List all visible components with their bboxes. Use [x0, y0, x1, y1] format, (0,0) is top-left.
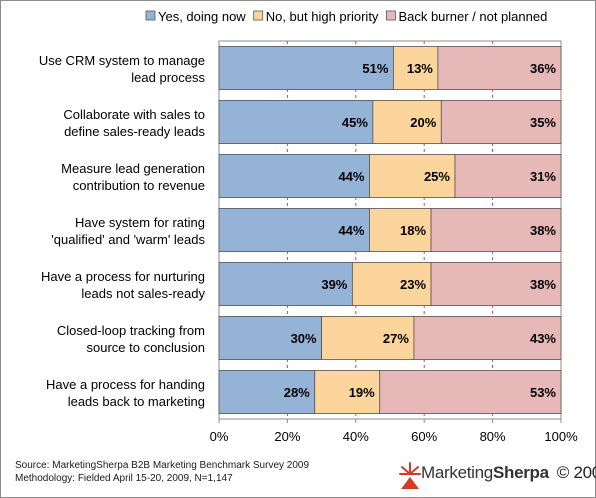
category-label: leads not sales-ready — [81, 286, 205, 301]
bar-segment — [430, 261, 562, 306]
bar-segment — [218, 369, 316, 414]
category-label: Have a process for nurturing — [41, 269, 205, 284]
category-label: Use CRM system to manage — [39, 53, 205, 68]
bar-segment — [369, 207, 432, 252]
bar-segment — [218, 207, 370, 252]
bar-segment — [314, 369, 381, 414]
category-label: leads back to marketing — [68, 394, 205, 409]
bar-segment — [351, 261, 432, 306]
bar-segment — [218, 100, 374, 145]
data-label: 18% — [400, 223, 426, 238]
data-label: 38% — [530, 223, 556, 238]
data-label: 23% — [400, 277, 426, 292]
legend-label: Yes, doing now — [158, 9, 246, 24]
bar-segment — [454, 153, 562, 198]
bar-segment — [437, 46, 562, 91]
legend-label: Back burner / not planned — [398, 9, 547, 24]
source-note: Source: MarketingSherpa B2B Marketing Be… — [15, 460, 309, 485]
logo-word-marketing: Marketing — [421, 463, 493, 482]
data-label: 51% — [362, 61, 388, 76]
stacked-bar-chart: 51% 13% 36% Use CRM system to manage lead pr… — [39, 9, 578, 444]
bar-segment — [321, 315, 415, 360]
category-label: 'qualified' and 'warm' leads — [51, 232, 205, 247]
copyright-text: © 2009 — [556, 463, 596, 482]
data-label: 31% — [530, 169, 556, 184]
data-label: 36% — [530, 61, 556, 76]
category-label: Closed-loop tracking from — [57, 323, 205, 338]
data-label: 28% — [284, 385, 310, 400]
data-label: 45% — [342, 115, 368, 130]
legend-label: No, but high priority — [266, 9, 379, 24]
category-label: contribution to revenue — [73, 178, 205, 193]
x-tick-label: 20% — [274, 429, 300, 444]
data-label: 44% — [338, 169, 364, 184]
marketingsherpa-logo: MarketingSherpa © 2009 — [399, 458, 596, 492]
data-label: 13% — [407, 61, 433, 76]
bar-segment — [369, 153, 456, 198]
bar-segment — [218, 261, 353, 306]
logo-text: MarketingSherpa © 2009 — [421, 463, 596, 483]
bar-segment — [413, 315, 562, 360]
data-label: 25% — [424, 169, 450, 184]
category-label: lead process — [131, 70, 205, 85]
x-tick-label: 100% — [544, 429, 578, 444]
category-label: Have system for rating — [75, 215, 205, 230]
bar-segment — [218, 153, 370, 198]
x-tick-label: 80% — [480, 429, 506, 444]
data-label: 38% — [530, 277, 556, 292]
data-label: 43% — [530, 331, 556, 346]
source-line: Source: MarketingSherpa B2B Marketing Be… — [15, 460, 310, 471]
category-label: Have a process for handing — [46, 377, 205, 392]
data-label: 20% — [410, 115, 436, 130]
legend-swatch — [145, 10, 156, 21]
bar-segment — [379, 369, 562, 414]
bar-segment — [218, 46, 394, 91]
bar-segment — [372, 100, 442, 145]
data-label: 30% — [291, 331, 317, 346]
data-label: 19% — [349, 385, 375, 400]
data-label: 39% — [321, 277, 347, 292]
logo-word-sherpa: Sherpa — [492, 463, 549, 482]
methodology-line: Methodology: Fielded April 15-20, 2009, … — [15, 472, 233, 484]
data-label: 35% — [530, 115, 556, 130]
bar-segment — [430, 207, 562, 252]
category-label: source to conclusion — [86, 340, 205, 355]
x-tick-label: 0% — [210, 429, 229, 444]
sherpa-mountain-icon — [399, 462, 421, 489]
bar-segment — [218, 315, 322, 360]
legend-swatch — [386, 10, 396, 21]
bar-segment — [440, 100, 562, 145]
data-label: 44% — [338, 223, 364, 238]
legend-swatch — [253, 10, 264, 21]
data-label: 53% — [530, 385, 556, 400]
x-tick-label: 40% — [343, 429, 369, 444]
category-label: Measure lead generation — [61, 161, 205, 176]
category-label: define sales-ready leads — [64, 124, 205, 139]
data-label: 27% — [383, 331, 409, 346]
x-tick-label: 60% — [411, 429, 437, 444]
category-label: Collaborate with sales to — [63, 107, 205, 122]
